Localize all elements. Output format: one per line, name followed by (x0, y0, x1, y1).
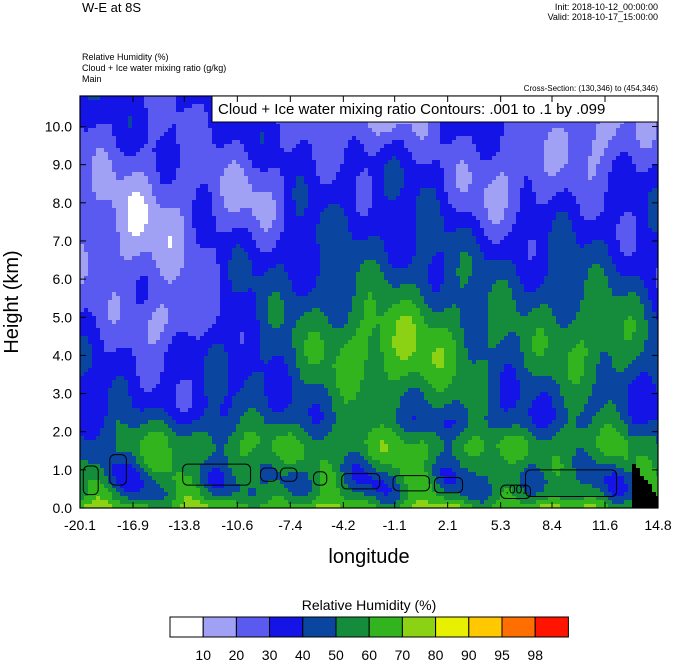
cloud-contour (433, 476, 464, 494)
cloud-contour (313, 471, 328, 486)
x-tick-label: 2.1 (438, 517, 458, 533)
x-tick-label: -13.8 (168, 517, 200, 533)
colorbar-level-label: 30 (262, 647, 278, 663)
x-tick-label: -16.9 (117, 517, 149, 533)
colorbar-swatch (269, 616, 304, 638)
x-axis-title: longitude (328, 546, 409, 568)
cloud-contour (260, 467, 278, 482)
y-tick-label: 7.0 (53, 233, 73, 249)
cloud-contour (525, 469, 618, 498)
y-tick-label: 0.0 (53, 500, 73, 516)
cloud-contour (500, 484, 531, 499)
colorbar-swatch (235, 616, 271, 638)
y-tick-label: 2.0 (53, 424, 73, 440)
colorbar-swatch (169, 616, 204, 638)
x-tick-label: 11.6 (592, 517, 618, 533)
valid-time: Valid: 2018-10-17_15:00:00 (547, 12, 658, 22)
contour-annotation-box: Cloud + Ice water mixing ratio Contours:… (211, 95, 659, 123)
colorbar-swatch (534, 616, 569, 638)
colorbar-level-label: 50 (328, 647, 344, 663)
colorbar-swatch (335, 616, 370, 638)
humidity-field (80, 96, 658, 508)
y-tick-label: 1.0 (53, 462, 73, 478)
contour-annotation: Cloud + Ice water mixing ratio Contours:… (218, 101, 605, 118)
colorbar-level-label: 95 (494, 647, 510, 663)
x-tick-label: -4.2 (331, 517, 355, 533)
colorbar-level-label: 40 (295, 647, 311, 663)
colorbar-level-label: 90 (461, 647, 477, 663)
y-axis: 0.0 1.0 2.0 3.0 4.0 5.0 6.0 7.0 8.0 9.0 10.0 (45, 119, 658, 516)
y-tick-label: 6.0 (53, 271, 73, 287)
cloud-contour (392, 475, 430, 492)
colorbar-level-label: 80 (428, 647, 444, 663)
x-tick-label: -1.1 (383, 517, 407, 533)
x-tick-label: 14.8 (644, 517, 671, 533)
colorbar-swatch (468, 616, 503, 638)
chart-title: W-E at 8S (82, 0, 142, 15)
init-time: Init: 2018-10-12_00:00:00 (554, 2, 658, 12)
x-tick-label: 5.3 (491, 517, 511, 533)
field-label-cloud: Cloud + Ice water mixing ratio (g/kg) (82, 63, 227, 73)
colorbar-level-label: 60 (361, 647, 377, 663)
cloud-contour (341, 473, 381, 490)
cloud-contour (109, 454, 127, 486)
y-tick-label: 4.0 (53, 347, 73, 363)
colorbar-swatch (368, 616, 403, 638)
colorbar-level-label: 98 (527, 647, 543, 663)
cloud-contours: .001 (82, 454, 618, 499)
x-tick-label: -10.6 (221, 517, 253, 533)
cloud-contour (279, 467, 298, 482)
y-tick-label: 5.0 (53, 309, 73, 325)
colorbar-swatch (435, 616, 470, 638)
field-label-main: Main (82, 74, 102, 84)
colorbar-level-label: 20 (229, 647, 245, 663)
colorbar-swatch (401, 616, 437, 638)
cloud-contour (82, 465, 99, 496)
colorbar-swatch (501, 616, 536, 638)
cloud-contour (182, 463, 252, 486)
contour-value-label: .001 (506, 483, 530, 497)
y-tick-label: 10.0 (45, 119, 72, 135)
x-tick-label: 8.4 (542, 517, 562, 533)
cross-section-label: Cross-Section: (130,346) to (454,346) (523, 84, 658, 93)
colorbar-swatch (202, 616, 237, 638)
y-tick-label: 3.0 (53, 386, 73, 402)
colorbar-level-label: 10 (195, 647, 211, 663)
x-tick-label: -20.1 (64, 517, 96, 533)
field-label-rh: Relative Humidity (%) (82, 52, 169, 62)
y-axis-title: Height (km) (1, 250, 23, 353)
y-tick-label: 8.0 (53, 195, 73, 211)
colorbar: 10 20 30 40 50 60 70 80 90 95 98 (169, 616, 569, 663)
colorbar-title: Relative Humidity (%) (302, 597, 437, 613)
y-tick-label: 9.0 (53, 157, 73, 173)
colorbar-swatch (302, 616, 337, 638)
x-tick-label: -7.4 (278, 517, 302, 533)
x-axis: -20.1 -16.9 -13.8 -10.6 -7.4 -4.2 -1.1 2.1 5.3 8.… (64, 96, 672, 533)
colorbar-level-label: 70 (395, 647, 411, 663)
